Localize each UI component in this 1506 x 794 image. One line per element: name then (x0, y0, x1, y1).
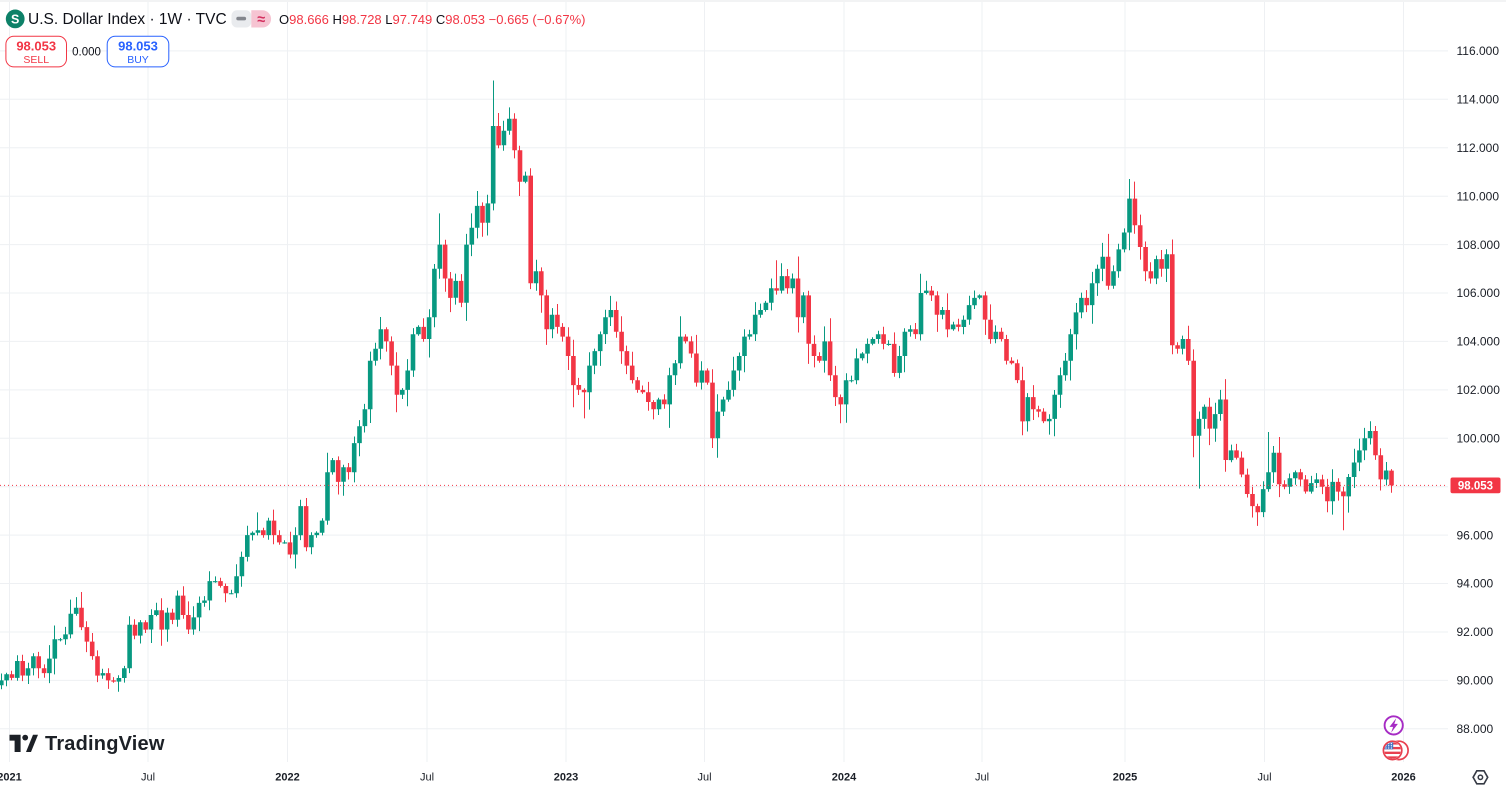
svg-text:Jul: Jul (975, 772, 989, 784)
svg-text:S: S (11, 12, 19, 26)
svg-text:96.000: 96.000 (1457, 528, 1494, 542)
svg-text:Jul: Jul (420, 772, 434, 784)
svg-text:94.000: 94.000 (1457, 577, 1494, 591)
svg-text:98.053: 98.053 (118, 38, 158, 53)
svg-text:106.000: 106.000 (1457, 286, 1501, 300)
svg-text:BUY: BUY (127, 54, 149, 66)
svg-text:100.000: 100.000 (1457, 432, 1501, 446)
svg-text:2025: 2025 (1113, 772, 1137, 784)
svg-text:102.000: 102.000 (1457, 383, 1501, 397)
svg-text:Jul: Jul (697, 772, 711, 784)
svg-text:104.000: 104.000 (1457, 335, 1501, 349)
svg-text:≈: ≈ (257, 12, 265, 28)
svg-text:110.000: 110.000 (1457, 189, 1500, 203)
svg-text:98.053: 98.053 (1458, 481, 1493, 493)
svg-text:90.000: 90.000 (1457, 674, 1494, 688)
svg-text:2023: 2023 (554, 772, 578, 784)
svg-text:108.000: 108.000 (1457, 238, 1501, 252)
svg-text:98.053: 98.053 (16, 38, 56, 53)
svg-text:92.000: 92.000 (1457, 625, 1494, 639)
svg-text:112.000: 112.000 (1457, 141, 1500, 155)
svg-text:2026: 2026 (1391, 772, 1415, 784)
svg-text:Jul: Jul (1257, 772, 1271, 784)
svg-text:SELL: SELL (23, 54, 49, 66)
svg-text:TradingView: TradingView (45, 733, 165, 755)
svg-text:114.000: 114.000 (1457, 93, 1500, 107)
svg-text:88.000: 88.000 (1457, 722, 1494, 736)
svg-text:2024: 2024 (832, 772, 857, 784)
svg-text:Jul: Jul (141, 772, 155, 784)
svg-text:2021: 2021 (0, 772, 22, 784)
svg-text:U.S. Dollar Index · 1W · TVC: U.S. Dollar Index · 1W · TVC (28, 11, 227, 28)
svg-text:O98.666 H98.728 L97.749 C98.05: O98.666 H98.728 L97.749 C98.053 −0.665 (… (279, 12, 586, 27)
svg-text:2022: 2022 (275, 772, 299, 784)
svg-text:0.000: 0.000 (72, 47, 101, 59)
svg-text:116.000: 116.000 (1457, 44, 1500, 58)
